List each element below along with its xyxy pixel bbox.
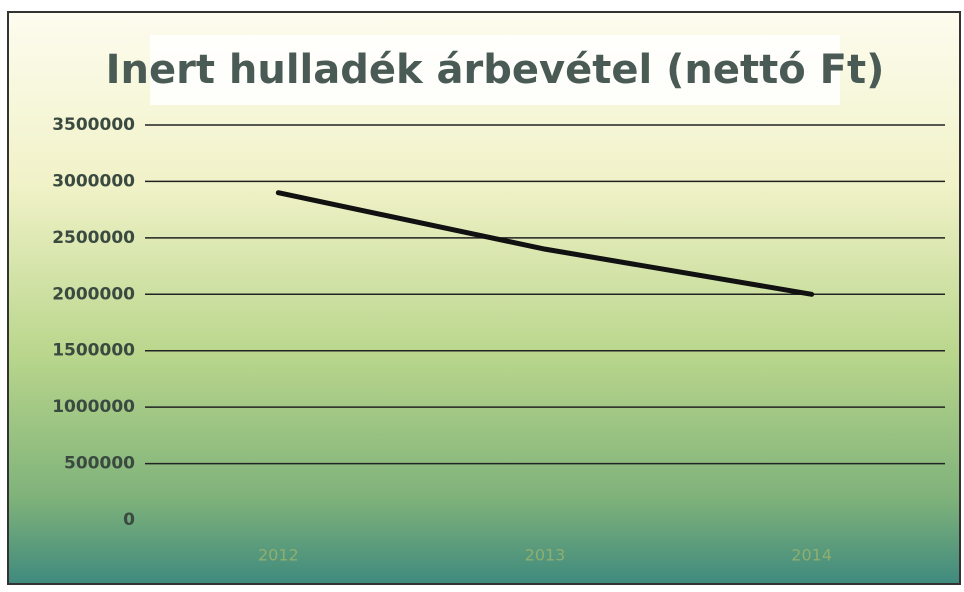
y-tick-label: 500000 bbox=[64, 454, 135, 474]
chart-title: Inert hulladék árbevétel (nettó Ft) bbox=[106, 47, 885, 93]
y-tick-label: 2000000 bbox=[52, 284, 135, 304]
chart-frame bbox=[7, 11, 961, 585]
y-tick-label: 3000000 bbox=[52, 171, 135, 191]
y-tick-label: 1500000 bbox=[52, 341, 135, 361]
y-tick-label: 3500000 bbox=[52, 115, 135, 135]
x-tick-label: 2014 bbox=[791, 546, 832, 565]
y-tick-label: 1000000 bbox=[52, 397, 135, 417]
x-tick-label: 2013 bbox=[525, 546, 566, 565]
title-box bbox=[150, 35, 840, 105]
y-tick-label: 2500000 bbox=[52, 228, 135, 248]
x-tick-label: 2012 bbox=[258, 546, 299, 565]
y-tick-label: 0 bbox=[123, 510, 135, 530]
data-line bbox=[275, 190, 815, 297]
